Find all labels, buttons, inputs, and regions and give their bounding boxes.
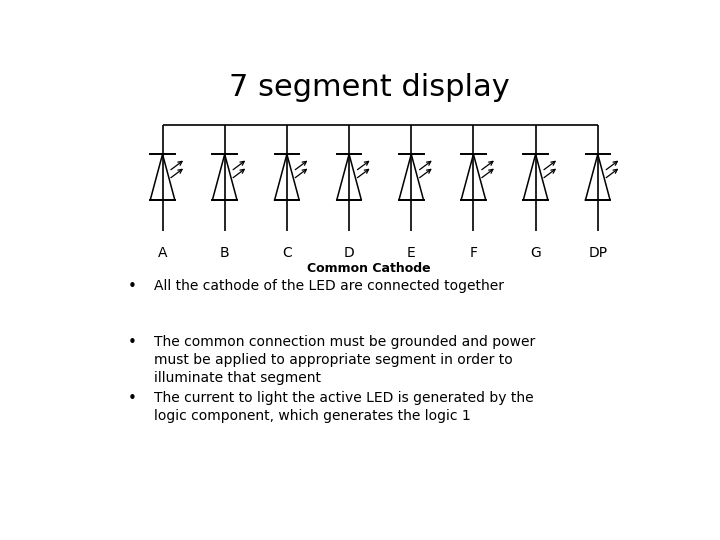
Text: A: A bbox=[158, 246, 167, 260]
Text: B: B bbox=[220, 246, 230, 260]
Text: G: G bbox=[530, 246, 541, 260]
Text: The current to light the active LED is generated by the
logic component, which g: The current to light the active LED is g… bbox=[154, 391, 534, 423]
Text: 7 segment display: 7 segment display bbox=[229, 73, 509, 102]
Text: •: • bbox=[127, 279, 136, 294]
Text: F: F bbox=[469, 246, 477, 260]
Text: Common Cathode: Common Cathode bbox=[307, 262, 431, 275]
Text: E: E bbox=[407, 246, 415, 260]
Text: C: C bbox=[282, 246, 292, 260]
Text: All the cathode of the LED are connected together: All the cathode of the LED are connected… bbox=[154, 279, 504, 293]
Text: The common connection must be grounded and power
must be applied to appropriate : The common connection must be grounded a… bbox=[154, 335, 536, 385]
Text: •: • bbox=[127, 391, 136, 406]
Text: DP: DP bbox=[588, 246, 608, 260]
Text: •: • bbox=[127, 335, 136, 350]
Text: D: D bbox=[343, 246, 354, 260]
